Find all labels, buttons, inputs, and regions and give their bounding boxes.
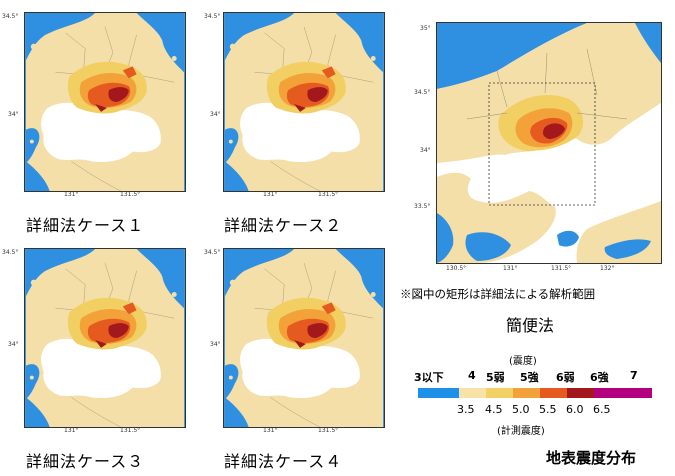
legend-value-4: 5.5 bbox=[539, 403, 557, 416]
detail-map-case-1 bbox=[24, 12, 186, 192]
detail-map-2-xtick-1: 131° bbox=[263, 191, 278, 198]
detail-map-3-xtick-1: 131° bbox=[64, 427, 79, 434]
detail-map-3-ytick-2: 34° bbox=[8, 341, 19, 348]
detail-map-3-ytick-1: 34.5° bbox=[2, 249, 19, 256]
simple-method-caption: 簡便法 bbox=[506, 316, 555, 335]
legend-level-4: 5強 bbox=[520, 371, 539, 384]
detail-map-4-xtick-1: 131° bbox=[263, 427, 278, 434]
detail-map-1-caption: 詳細法ケース１ bbox=[26, 216, 145, 235]
legend-intensity-title: (震度) bbox=[509, 356, 537, 367]
simple-map-xtick-1: 130.5° bbox=[446, 265, 467, 272]
detail-map-3-xtick-2: 131.5° bbox=[120, 427, 141, 434]
detail-map-2-ytick-2: 34° bbox=[210, 111, 221, 118]
legend-value-3: 5.0 bbox=[512, 403, 530, 416]
detail-map-case-4 bbox=[223, 248, 385, 428]
simple-map-ytick-4: 33.5° bbox=[414, 203, 431, 210]
detail-map-case-2-image bbox=[224, 13, 384, 191]
legend-level-6: 6強 bbox=[590, 371, 609, 384]
legend-level-3: 5弱 bbox=[486, 371, 505, 384]
detail-map-4-caption: 詳細法ケース４ bbox=[224, 452, 343, 471]
legend-level-2: 4 bbox=[468, 369, 476, 382]
legend-color-segment bbox=[486, 388, 513, 398]
detail-map-2-ytick-1: 34.5° bbox=[204, 13, 221, 20]
simple-map-ytick-2: 34.5° bbox=[414, 89, 431, 96]
legend-value-6: 6.5 bbox=[593, 403, 611, 416]
detail-map-case-3-image bbox=[25, 249, 185, 427]
legend-value-5: 6.0 bbox=[566, 403, 584, 416]
legend-color-segment bbox=[567, 388, 594, 398]
simple-method-map bbox=[436, 22, 662, 264]
detail-map-4-ytick-1: 34.5° bbox=[204, 249, 221, 256]
simple-map-xtick-2: 131° bbox=[503, 265, 518, 272]
detail-map-2-caption: 詳細法ケース２ bbox=[224, 216, 343, 235]
legend-value-2: 4.5 bbox=[485, 403, 503, 416]
detail-map-1-xtick-1: 131° bbox=[64, 191, 79, 198]
legend-color-bar bbox=[418, 388, 652, 398]
legend-value-1: 3.5 bbox=[457, 403, 475, 416]
detail-map-1-ytick-2: 34° bbox=[8, 111, 19, 118]
legend-measured-title: (計測震度) bbox=[497, 426, 545, 437]
detail-map-case-2 bbox=[223, 12, 385, 192]
detail-map-4-xtick-2: 131.5° bbox=[318, 427, 339, 434]
simple-method-map-image bbox=[437, 23, 661, 263]
simple-map-ytick-3: 34° bbox=[420, 147, 431, 154]
detail-map-case-1-image bbox=[25, 13, 185, 191]
simple-map-xtick-4: 132° bbox=[600, 265, 615, 272]
simple-map-ytick-1: 35° bbox=[420, 25, 431, 32]
detail-map-case-3 bbox=[24, 248, 186, 428]
legend-color-segment bbox=[594, 388, 652, 398]
simple-map-xtick-3: 131.5° bbox=[551, 265, 572, 272]
legend-level-7: 7 bbox=[630, 369, 638, 382]
figure-title: 地表震度分布 bbox=[546, 449, 637, 467]
detail-map-3-caption: 詳細法ケース３ bbox=[26, 452, 145, 471]
detail-map-2-xtick-2: 131.5° bbox=[318, 191, 339, 198]
detail-map-1-ytick-1: 34.5° bbox=[2, 13, 19, 20]
legend-color-segment bbox=[513, 388, 540, 398]
analysis-range-note: ※図中の矩形は詳細法による解析範囲 bbox=[400, 287, 596, 301]
legend-level-1: 3以下 bbox=[414, 371, 444, 384]
legend-color-segment bbox=[459, 388, 486, 398]
legend-color-segment bbox=[540, 388, 567, 398]
detail-map-4-ytick-2: 34° bbox=[210, 341, 221, 348]
detail-map-case-4-image bbox=[224, 249, 384, 427]
legend-color-segment bbox=[418, 388, 459, 398]
detail-map-1-xtick-2: 131.5° bbox=[120, 191, 141, 198]
legend-level-5: 6弱 bbox=[556, 371, 575, 384]
